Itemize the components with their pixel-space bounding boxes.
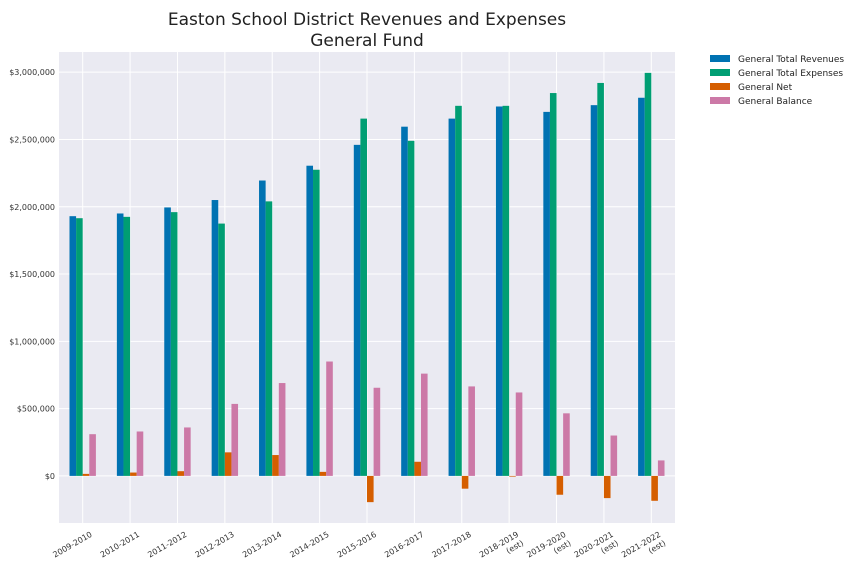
- bar: [326, 361, 333, 476]
- bar: [89, 434, 96, 476]
- bar: [509, 475, 516, 477]
- legend-label: General Net: [738, 83, 793, 93]
- x-tick-line: 2009-2010: [51, 530, 93, 560]
- y-tick-label: $2,000,000: [9, 203, 55, 212]
- bar: [306, 165, 314, 476]
- x-tick-label: 2012-2013: [194, 530, 236, 560]
- x-tick-line: 2013-2014: [241, 530, 283, 560]
- bar: [231, 403, 239, 476]
- bar: [136, 431, 144, 476]
- bar: [82, 473, 90, 476]
- bar: [657, 460, 665, 476]
- bar: [603, 475, 611, 499]
- x-tick-label: 2014-2015: [288, 530, 330, 560]
- bar: [360, 118, 367, 476]
- x-tick-label: 2013-2014: [241, 530, 283, 560]
- bar: [638, 97, 645, 476]
- bar: [76, 218, 83, 476]
- bar: [448, 118, 456, 476]
- x-tick-label: 2018-2019(est): [478, 530, 525, 560]
- bar: [211, 200, 219, 476]
- bar: [272, 455, 279, 476]
- bar: [313, 169, 320, 476]
- x-tick-line: 2012-2013: [194, 530, 236, 560]
- x-tick-label: 2017-2018: [431, 530, 473, 560]
- x-tick-line: 2015-2016: [336, 530, 378, 560]
- chart-subtitle: General Fund: [310, 31, 424, 51]
- legend-swatch: [710, 55, 730, 62]
- bar: [373, 387, 381, 476]
- bar: [130, 472, 137, 476]
- bar: [515, 392, 523, 476]
- bar: [265, 201, 273, 476]
- legend-swatch: [710, 83, 730, 90]
- y-tick-label: $1,000,000: [9, 337, 55, 346]
- bar: [502, 105, 510, 476]
- bar: [353, 144, 361, 476]
- x-tick-label: 2021-2022(est): [620, 530, 667, 560]
- legend-label: General Total Expenses: [738, 69, 843, 79]
- legend-label: General Balance: [738, 97, 813, 107]
- bar: [563, 413, 570, 476]
- bar: [651, 475, 658, 501]
- bar: [177, 471, 185, 476]
- bar: [123, 216, 131, 476]
- bar: [610, 435, 618, 476]
- y-tick-label: $3,000,000: [9, 68, 55, 77]
- y-tick-label: $500,000: [17, 405, 55, 414]
- bar: [644, 72, 652, 476]
- legend-swatch: [710, 97, 730, 104]
- bar: [414, 461, 421, 476]
- bar: [367, 475, 374, 503]
- x-tick-line: 2017-2018: [431, 530, 473, 560]
- bar: [461, 475, 469, 489]
- x-tick-line: 2010-2011: [99, 530, 141, 560]
- legend: General Total Revenues General Total Expe…: [710, 55, 844, 107]
- legend-label: General Total Revenues: [738, 55, 844, 65]
- legend-swatch: [710, 69, 730, 76]
- bar: [543, 111, 550, 476]
- y-tick-label: $1,500,000: [9, 270, 55, 279]
- bar: [495, 106, 503, 476]
- bar: [218, 223, 225, 476]
- bar: [420, 373, 428, 476]
- x-tick-label: 2010-2011: [99, 530, 141, 560]
- bar: [164, 207, 171, 476]
- bar: [590, 105, 598, 476]
- x-tick-label: 2009-2010: [51, 530, 93, 560]
- bar: [455, 105, 462, 476]
- y-tick-label: $0: [45, 472, 55, 481]
- x-tick-label: 2011-2012: [146, 530, 188, 560]
- bar: [468, 386, 475, 476]
- bar: [278, 383, 286, 476]
- bar: [224, 452, 232, 476]
- x-tick-line: 2014-2015: [288, 530, 330, 560]
- bar: [184, 427, 191, 476]
- bar: [401, 126, 408, 476]
- bar: [170, 212, 178, 476]
- bar: [549, 93, 557, 476]
- x-axis: 2009-2010 2010-2011 2011-2012 2012-2013 2013…: [51, 530, 667, 560]
- bars: [69, 72, 665, 503]
- x-tick-label: 2015-2016: [336, 530, 378, 560]
- bar: [597, 82, 604, 476]
- y-axis: $0 $500,000 $1,000,000 $1,500,000 $2,000,000…: [9, 68, 55, 481]
- chart-title: Easton School District Revenues and Expe…: [168, 10, 566, 30]
- bar: [319, 471, 327, 476]
- bar: [116, 213, 124, 476]
- y-tick-label: $2,500,000: [9, 135, 55, 144]
- x-tick-label: 2020-2021(est): [573, 530, 620, 560]
- x-tick-line: 2011-2012: [146, 530, 188, 560]
- x-tick-label: 2016-2017: [383, 530, 425, 560]
- x-tick-label: 2019-2020(est): [525, 530, 572, 560]
- bar: [259, 180, 266, 476]
- bar: [407, 140, 415, 476]
- x-tick-line: 2016-2017: [383, 530, 425, 560]
- bar: [69, 216, 77, 476]
- bar: [556, 475, 564, 495]
